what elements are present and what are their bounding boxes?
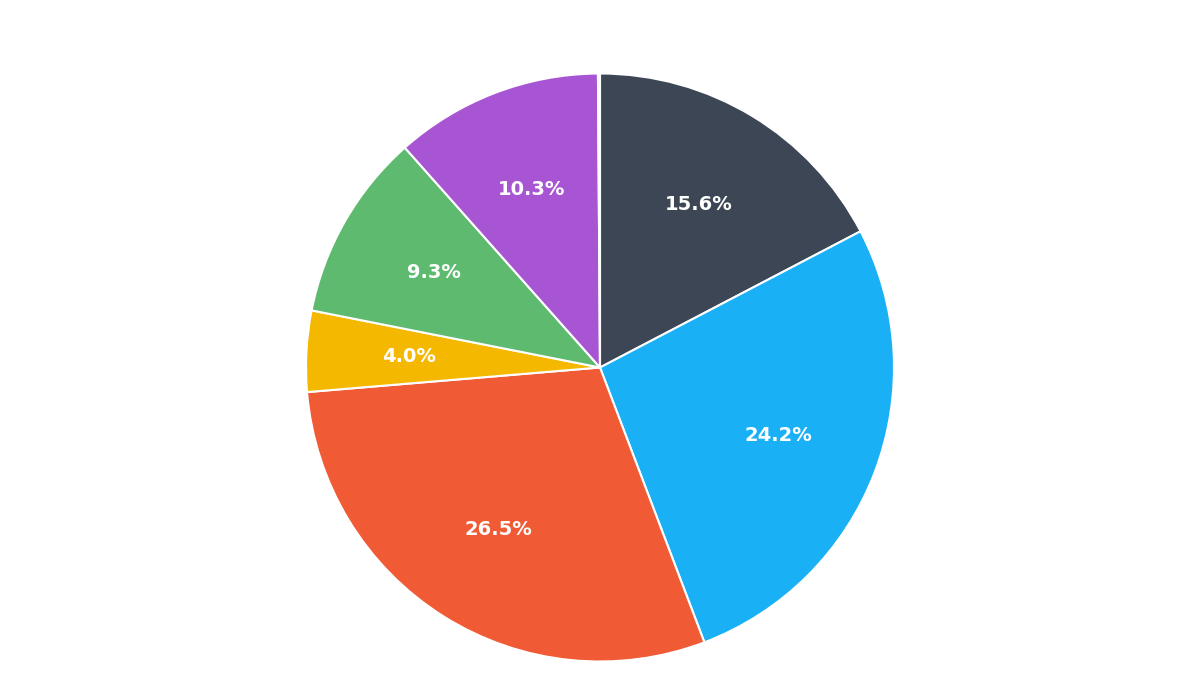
Text: 15.6%: 15.6%	[665, 195, 733, 214]
Text: 9.3%: 9.3%	[407, 263, 461, 282]
Wedge shape	[307, 368, 704, 662]
Text: 24.2%: 24.2%	[745, 426, 812, 445]
Text: 4.0%: 4.0%	[383, 347, 436, 366]
Wedge shape	[312, 148, 600, 368]
Wedge shape	[306, 310, 600, 392]
Text: 26.5%: 26.5%	[464, 519, 532, 539]
Wedge shape	[600, 74, 860, 368]
Wedge shape	[404, 74, 600, 368]
Text: 10.3%: 10.3%	[498, 180, 565, 199]
Wedge shape	[600, 231, 894, 643]
Wedge shape	[598, 74, 600, 368]
